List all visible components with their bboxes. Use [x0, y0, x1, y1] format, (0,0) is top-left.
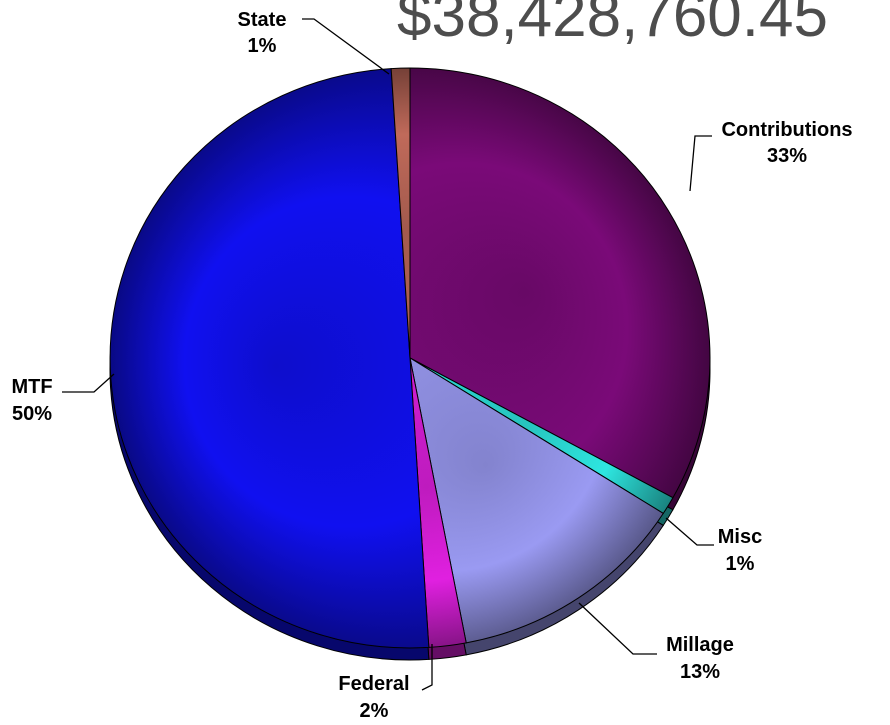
slice-mtf — [109, 68, 430, 649]
leader-line-mtf — [62, 373, 115, 393]
chart-title: $38,428,760.45 — [397, 0, 828, 50]
slice-label-misc: Misc — [718, 526, 762, 548]
leader-line-contributions — [689, 135, 712, 192]
slice-labels: Contributions 33% Misc 1% Millage 13% Federal 2… — [11, 9, 852, 722]
slice-label-millage: Millage — [666, 634, 734, 656]
slice-value-contributions: 33% — [767, 145, 807, 167]
slice-label-federal: Federal — [338, 673, 409, 695]
slice-value-state: 1% — [248, 35, 277, 57]
slice-label-contributions: Contributions — [721, 119, 852, 141]
slice-contributions — [409, 67, 711, 499]
slice-state — [390, 67, 411, 359]
leader-line-millage — [578, 602, 657, 655]
slice-millage — [409, 356, 664, 644]
leader-line-misc — [665, 517, 714, 546]
pie-slices — [109, 67, 711, 649]
slice-value-mtf: 50% — [12, 403, 52, 425]
leader-lines — [62, 18, 714, 691]
leader-line-federal — [421, 644, 433, 691]
slice-value-millage: 13% — [680, 661, 720, 683]
slice-value-federal: 2% — [360, 700, 389, 722]
slice-label-mtf: MTF — [11, 376, 52, 398]
leader-line-state — [302, 18, 390, 75]
slice-value-misc: 1% — [726, 553, 755, 575]
slice-label-state: State — [238, 9, 287, 31]
